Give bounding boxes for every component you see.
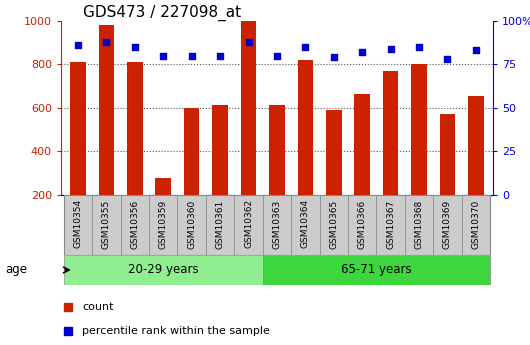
Bar <box>155 178 171 195</box>
Point <box>386 46 395 51</box>
Point <box>159 53 167 58</box>
FancyBboxPatch shape <box>92 195 121 255</box>
Text: count: count <box>82 303 113 313</box>
Text: GSM10354: GSM10354 <box>74 199 83 248</box>
Text: GSM10355: GSM10355 <box>102 199 111 248</box>
Text: GSM10367: GSM10367 <box>386 199 395 248</box>
FancyBboxPatch shape <box>291 195 320 255</box>
Point <box>273 53 281 58</box>
FancyBboxPatch shape <box>263 195 291 255</box>
Text: percentile rank within the sample: percentile rank within the sample <box>82 326 270 336</box>
Text: GSM10364: GSM10364 <box>301 199 310 248</box>
Text: GSM10363: GSM10363 <box>272 199 281 248</box>
Point <box>330 55 338 60</box>
Bar <box>184 108 199 195</box>
Text: GDS473 / 227098_at: GDS473 / 227098_at <box>83 4 241 21</box>
Point <box>244 39 253 45</box>
Point <box>472 48 480 53</box>
FancyBboxPatch shape <box>462 195 490 255</box>
Text: age: age <box>5 263 28 276</box>
Point <box>188 53 196 58</box>
Text: GSM10356: GSM10356 <box>130 199 139 248</box>
Point <box>443 56 452 62</box>
FancyBboxPatch shape <box>376 195 405 255</box>
Text: GSM10362: GSM10362 <box>244 199 253 248</box>
Bar <box>297 60 313 195</box>
Text: GSM10368: GSM10368 <box>414 199 423 248</box>
Bar <box>326 110 341 195</box>
Bar <box>127 62 143 195</box>
Bar <box>411 64 427 195</box>
FancyBboxPatch shape <box>64 195 92 255</box>
Bar <box>213 105 228 195</box>
Bar <box>468 96 484 195</box>
FancyBboxPatch shape <box>263 255 490 285</box>
FancyBboxPatch shape <box>348 195 376 255</box>
Bar <box>269 105 285 195</box>
Text: 65-71 years: 65-71 years <box>341 264 412 276</box>
Point <box>74 42 82 48</box>
FancyBboxPatch shape <box>149 195 178 255</box>
Text: GSM10359: GSM10359 <box>159 199 168 248</box>
Point <box>130 44 139 50</box>
Text: 20-29 years: 20-29 years <box>128 264 199 276</box>
FancyBboxPatch shape <box>206 195 234 255</box>
Point <box>415 44 423 50</box>
FancyBboxPatch shape <box>320 195 348 255</box>
Text: GSM10370: GSM10370 <box>471 199 480 248</box>
Bar <box>99 25 114 195</box>
FancyBboxPatch shape <box>405 195 433 255</box>
Bar <box>241 21 257 195</box>
Text: GSM10360: GSM10360 <box>187 199 196 248</box>
Text: GSM10361: GSM10361 <box>216 199 225 248</box>
FancyBboxPatch shape <box>121 195 149 255</box>
Point <box>216 53 224 58</box>
FancyBboxPatch shape <box>178 195 206 255</box>
Text: GSM10369: GSM10369 <box>443 199 452 248</box>
Bar <box>383 71 399 195</box>
Text: GSM10366: GSM10366 <box>358 199 367 248</box>
FancyBboxPatch shape <box>433 195 462 255</box>
Text: GSM10365: GSM10365 <box>329 199 338 248</box>
Bar <box>355 93 370 195</box>
Point <box>102 39 111 45</box>
FancyBboxPatch shape <box>64 255 263 285</box>
Bar <box>439 114 455 195</box>
Bar <box>70 62 86 195</box>
Point <box>358 49 366 55</box>
Point <box>301 44 310 50</box>
FancyBboxPatch shape <box>234 195 263 255</box>
